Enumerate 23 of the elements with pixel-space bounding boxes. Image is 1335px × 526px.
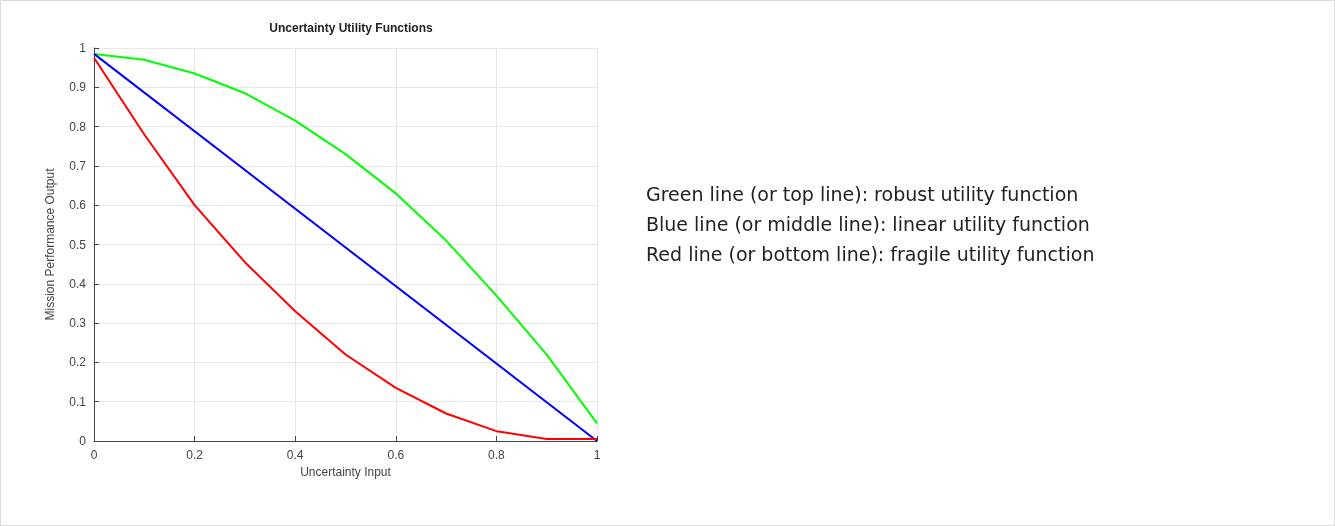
text: Green line (or top line): robust utility function xyxy=(646,182,1080,207)
y-tick-label: 0.7 xyxy=(69,158,87,173)
x-axis-title: Uncertainty Input xyxy=(300,464,392,479)
x-tick-label: 0.6 xyxy=(387,448,405,462)
y-tick-label: 1 xyxy=(79,41,87,55)
chart-title: Uncertainty Utility Functions xyxy=(269,21,433,35)
x-tick-label: 1 xyxy=(593,448,601,462)
y-tick-label: 0.6 xyxy=(69,198,87,213)
x-tick-label: 0.4 xyxy=(286,448,304,462)
y-tick-label: 0.5 xyxy=(69,237,87,252)
y-tick-label: 0.8 xyxy=(69,119,87,134)
text: Blue line (or middle line): linear utility function xyxy=(646,212,1091,237)
y-tick-label: 0.9 xyxy=(69,80,87,95)
text: Red line (or bottom line): fragile utility function xyxy=(646,242,1095,267)
y-axis-title: Mission Performance Output xyxy=(43,167,57,321)
y-tick-label: 0 xyxy=(79,434,87,448)
y-tick-label: 0.1 xyxy=(69,394,87,409)
x-tick-label: 0.2 xyxy=(186,448,204,462)
y-tick-label: 0.2 xyxy=(69,355,87,370)
y-tick-label: 0.4 xyxy=(69,276,87,291)
x-tick-label: 0.8 xyxy=(488,448,506,462)
y-tick-label: 0.3 xyxy=(69,316,87,331)
x-tick-label: 0 xyxy=(90,448,98,462)
